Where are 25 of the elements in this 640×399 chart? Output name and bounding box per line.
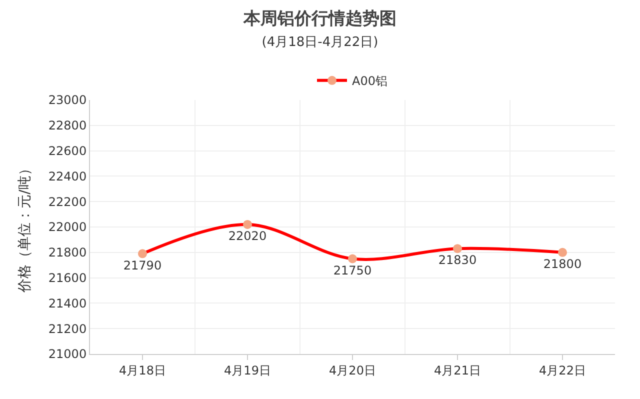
y-tick-label: 23000 — [48, 93, 87, 108]
y-tick-label: 21600 — [48, 271, 87, 285]
y-tick-label: 21400 — [48, 296, 87, 310]
y-tick-label: 22200 — [48, 194, 87, 209]
x-tick-label: 4月22日 — [539, 363, 586, 378]
x-tick-label: 4月21日 — [434, 363, 481, 378]
chart-subtitle: (4月18日-4月22日) — [262, 35, 378, 50]
y-tick-label: 21200 — [48, 322, 87, 336]
legend-label: A00铝 — [352, 74, 388, 88]
y-tick-label: 22800 — [48, 118, 87, 133]
x-tick-label: 4月18日 — [119, 363, 166, 378]
data-label: 21800 — [543, 257, 582, 272]
y-tick-label: 22000 — [48, 220, 87, 234]
x-tick-label: 4月20日 — [329, 363, 376, 378]
y-tick-label: 22600 — [48, 144, 87, 158]
data-label: 22020 — [228, 229, 267, 244]
data-label: 21750 — [333, 263, 372, 278]
data-label: 21790 — [123, 258, 162, 272]
y-tick-label: 21000 — [48, 347, 87, 362]
y-tick-label: 22400 — [48, 169, 87, 184]
x-tick-label: 4月19日 — [224, 363, 271, 378]
y-axis-title: 价格（单位：元/吨） — [17, 162, 34, 294]
data-label: 21830 — [438, 253, 477, 268]
y-tick-label: 21800 — [48, 246, 87, 260]
chart-title: 本周铝价行情趋势图 — [242, 8, 396, 29]
